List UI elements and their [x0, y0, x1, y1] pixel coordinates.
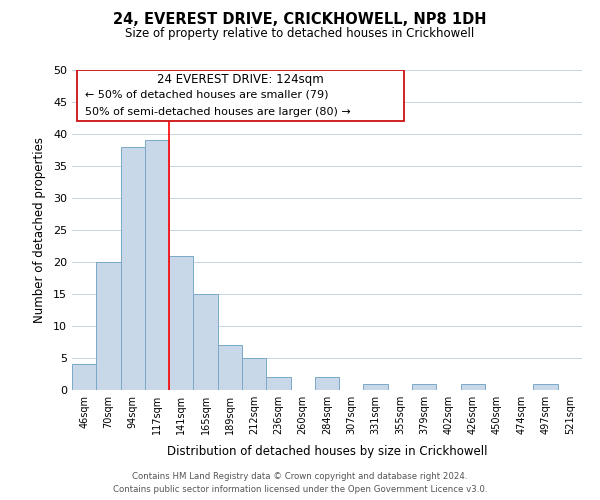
Bar — [533, 384, 558, 390]
Text: 24, EVEREST DRIVE, CRICKHOWELL, NP8 1DH: 24, EVEREST DRIVE, CRICKHOWELL, NP8 1DH — [113, 12, 487, 28]
Bar — [412, 384, 436, 390]
Bar — [193, 294, 218, 390]
Text: 50% of semi-detached houses are larger (80) →: 50% of semi-detached houses are larger (… — [85, 107, 350, 117]
Bar — [169, 256, 193, 390]
FancyBboxPatch shape — [77, 70, 404, 121]
Bar — [461, 384, 485, 390]
Text: 24 EVEREST DRIVE: 124sqm: 24 EVEREST DRIVE: 124sqm — [157, 73, 323, 86]
Text: Contains public sector information licensed under the Open Government Licence v3: Contains public sector information licen… — [113, 485, 487, 494]
Bar — [96, 262, 121, 390]
Bar — [121, 147, 145, 390]
Text: Size of property relative to detached houses in Crickhowell: Size of property relative to detached ho… — [125, 28, 475, 40]
Bar — [266, 377, 290, 390]
Bar — [218, 345, 242, 390]
Bar — [145, 140, 169, 390]
Bar — [242, 358, 266, 390]
Bar — [72, 364, 96, 390]
Text: Contains HM Land Registry data © Crown copyright and database right 2024.: Contains HM Land Registry data © Crown c… — [132, 472, 468, 481]
X-axis label: Distribution of detached houses by size in Crickhowell: Distribution of detached houses by size … — [167, 446, 487, 458]
Text: ← 50% of detached houses are smaller (79): ← 50% of detached houses are smaller (79… — [85, 90, 328, 100]
Bar — [364, 384, 388, 390]
Y-axis label: Number of detached properties: Number of detached properties — [33, 137, 46, 323]
Bar — [315, 377, 339, 390]
